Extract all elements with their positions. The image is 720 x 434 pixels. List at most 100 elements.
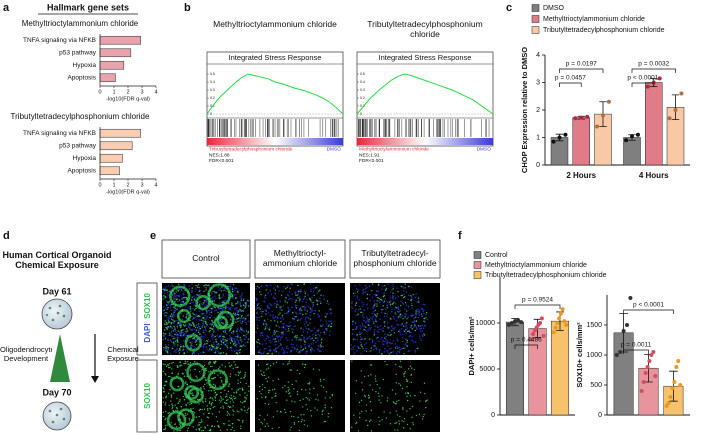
cell-dot (364, 338, 365, 339)
cell-dot (191, 291, 193, 293)
cell-dot (420, 330, 422, 332)
cell-dot (230, 317, 232, 319)
cell-dot (198, 295, 199, 296)
x-tick-label: 4 (154, 89, 157, 95)
cell-dot (418, 310, 420, 312)
cell-dot (303, 298, 305, 300)
cell-dot (257, 346, 259, 348)
cell-dot (191, 287, 192, 288)
cell-dot (171, 284, 173, 286)
cell-dot (213, 322, 214, 323)
legend-swatch (532, 5, 539, 12)
cell-dot (278, 352, 280, 354)
cell-dot (313, 340, 314, 341)
cell-dot (416, 309, 418, 311)
cell-dot (183, 294, 185, 296)
cell-dot (187, 335, 188, 336)
cell-dot (262, 384, 263, 385)
cell-dot (240, 305, 241, 306)
cell-dot (176, 349, 178, 351)
data-point (573, 116, 577, 120)
cell-dot (396, 353, 398, 355)
cell-dot (416, 301, 418, 303)
significance-bracket (560, 69, 604, 73)
data-point (552, 330, 556, 334)
cell-dot (394, 423, 395, 424)
cell-dot (288, 389, 289, 390)
cell-dot (409, 336, 411, 338)
cell-dot (213, 407, 214, 408)
cell-dot (291, 416, 292, 417)
cell-dot (188, 397, 189, 398)
cell-dot (419, 328, 421, 330)
cell-dot (203, 375, 204, 376)
cell-dot (246, 323, 248, 325)
legend-swatch (532, 16, 539, 23)
cell-dot (219, 325, 220, 326)
cell-dot (230, 288, 232, 290)
cell-dot (300, 414, 301, 415)
cell-dot (386, 316, 388, 318)
cell-dot (203, 302, 204, 303)
cell-dot (175, 410, 176, 411)
cell-dot (174, 328, 175, 329)
cell-dot (174, 296, 176, 298)
cell-dot (269, 340, 271, 342)
cell-dot (232, 423, 233, 424)
cell-dot (171, 313, 172, 314)
cell-dot (372, 341, 374, 343)
cell-dot (210, 341, 212, 343)
cell-dot (257, 313, 259, 315)
cell-dot (219, 353, 220, 354)
cell-dot (403, 375, 404, 376)
cell-dot (290, 325, 292, 327)
cell-dot (283, 286, 285, 288)
cell-dot (242, 321, 243, 322)
cell-dot (176, 332, 178, 334)
cell-dot (307, 425, 308, 426)
cell-dot (228, 297, 229, 298)
cell-dot (223, 336, 224, 337)
cell-dot (163, 364, 164, 365)
cell-dot (302, 314, 303, 315)
cell-dot (245, 372, 246, 373)
cell-dot (411, 307, 413, 309)
cell-dot (225, 286, 226, 287)
cell-dot (297, 285, 298, 286)
cell-dot (401, 420, 402, 421)
cell-dot (374, 305, 375, 306)
cell-dot (188, 411, 189, 412)
cell-dot (232, 414, 233, 415)
cell-dot (373, 306, 375, 308)
cell-dot (170, 353, 172, 355)
cell-dot (236, 389, 237, 390)
cell-dot (379, 302, 381, 304)
cell-dot (186, 299, 187, 300)
cell-dot (400, 324, 402, 326)
cell-dot (222, 294, 224, 296)
cell-dot (168, 320, 169, 321)
cell-dot (201, 320, 202, 321)
cell-dot (198, 416, 199, 417)
cell-dot (178, 402, 179, 403)
cell-dot (197, 286, 198, 287)
cell-dot (218, 336, 220, 338)
cell-dot (238, 318, 239, 319)
cell-dot (402, 287, 404, 289)
cell-dot (195, 341, 196, 342)
cell-dot (390, 318, 391, 319)
cell-dot (266, 335, 268, 337)
cell-dot (402, 407, 403, 408)
cell-dot (237, 419, 238, 420)
row-label: DAPI (143, 323, 152, 342)
cell-dot (176, 334, 177, 335)
cell-dot (186, 328, 187, 329)
cell-dot (196, 329, 197, 330)
cell-dot (239, 296, 241, 298)
cell-dot (301, 335, 302, 336)
cell-dot (221, 352, 222, 353)
cell-dot (259, 307, 261, 309)
cell-dot (179, 424, 180, 425)
cell-dot (319, 289, 320, 290)
cell-dot (224, 325, 225, 326)
